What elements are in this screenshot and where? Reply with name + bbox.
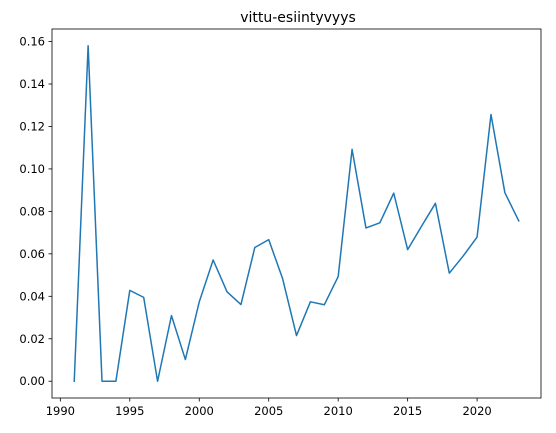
x-tick-label: 1995 (115, 404, 144, 418)
y-tick-label: 0.08 (19, 204, 45, 218)
x-tick-label: 2020 (462, 404, 491, 418)
x-tick-label: 2000 (185, 404, 214, 418)
y-tick-label: 0.06 (19, 247, 45, 261)
axes-frame (51, 28, 542, 399)
series-line (73, 45, 520, 383)
chart-title: vittu-esiintyvyys (240, 10, 356, 26)
y-tick-label: 0.00 (19, 374, 45, 388)
y-tick-label: 0.12 (19, 119, 45, 133)
axes: 1990 1995 2000 2005 2010 2015 2020 0.00 0.02 0.04… (19, 28, 542, 418)
x-tick-label: 1990 (46, 404, 75, 418)
x-tick-label: 2005 (254, 404, 283, 418)
y-tick-label: 0.10 (19, 162, 45, 176)
x-tick-label: 2015 (393, 404, 422, 418)
y-tick-label: 0.14 (19, 77, 45, 91)
y-tick-label: 0.02 (19, 332, 45, 346)
x-tick-label: 2010 (324, 404, 353, 418)
plot-area (73, 45, 520, 383)
y-tick-label: 0.04 (19, 289, 45, 303)
y-tick-label: 0.16 (19, 35, 45, 49)
